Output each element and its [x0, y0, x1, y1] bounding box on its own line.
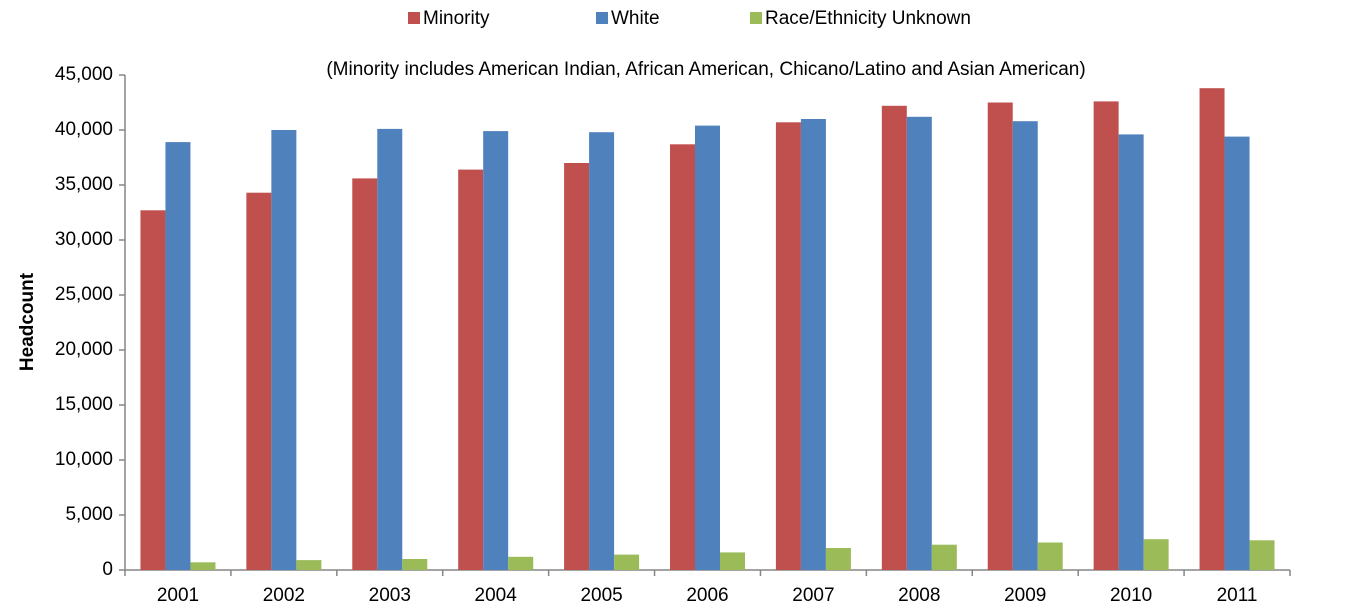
bar [377, 128, 403, 570]
bar [483, 131, 509, 570]
bar [458, 169, 484, 570]
bar [508, 556, 534, 570]
y-tick-label: 25,000 [55, 284, 113, 305]
x-tick-label: 2009 [1004, 585, 1046, 606]
x-tick-label: 2008 [898, 585, 940, 606]
y-tick-label: 5,000 [65, 504, 113, 525]
bar [775, 122, 801, 571]
bar [296, 560, 322, 570]
y-tick-label: 35,000 [55, 174, 113, 195]
bar [1199, 88, 1225, 570]
bar [1037, 542, 1063, 570]
bar [165, 142, 191, 570]
legend-label: Minority [423, 8, 490, 29]
bar [670, 144, 695, 571]
legend-swatch [596, 12, 608, 24]
x-tick-label: 2002 [263, 585, 305, 606]
y-tick-label: 45,000 [55, 64, 113, 85]
bar [246, 192, 272, 570]
x-tick-label: 2011 [1217, 585, 1258, 606]
y-tick-label: 10,000 [55, 449, 113, 470]
bar [720, 552, 745, 570]
bar [1143, 539, 1169, 570]
y-axis-label: Headcount [17, 272, 38, 371]
bar [190, 562, 216, 570]
bar [906, 116, 932, 571]
bar [140, 210, 166, 571]
bar [931, 544, 957, 570]
y-tick-label: 40,000 [55, 119, 113, 140]
bar [825, 548, 851, 570]
bar [800, 119, 826, 570]
y-tick-label: 15,000 [55, 394, 113, 415]
x-tick-label: 2004 [475, 585, 518, 606]
y-tick-label: 30,000 [55, 229, 113, 250]
x-tick-label: 2005 [580, 585, 622, 606]
bar [614, 554, 640, 570]
bar [564, 163, 590, 570]
bar [987, 102, 1013, 570]
bar [1224, 136, 1250, 570]
legend-label: Race/Ethnicity Unknown [765, 8, 971, 29]
x-tick-label: 2007 [792, 585, 834, 606]
chart-subtitle: (Minority includes American Indian, Afri… [326, 59, 1085, 80]
legend-swatch [750, 12, 762, 24]
y-tick-label: 0 [102, 559, 113, 580]
x-tick-label: 2006 [686, 585, 728, 606]
bar [402, 559, 428, 570]
bar [1012, 121, 1038, 570]
bar [695, 125, 720, 570]
y-tick-label: 20,000 [55, 339, 113, 360]
legend-label: White [611, 8, 660, 29]
legend-swatch [408, 12, 420, 24]
x-tick-label: 2001 [157, 585, 199, 606]
x-tick-label: 2003 [369, 585, 411, 606]
bar [1093, 101, 1119, 571]
bar [881, 105, 907, 571]
bar [352, 178, 378, 570]
bar [1118, 134, 1144, 570]
bar [589, 132, 615, 570]
bar [1249, 540, 1275, 570]
x-tick-label: 2010 [1110, 585, 1152, 606]
bar [271, 130, 297, 570]
